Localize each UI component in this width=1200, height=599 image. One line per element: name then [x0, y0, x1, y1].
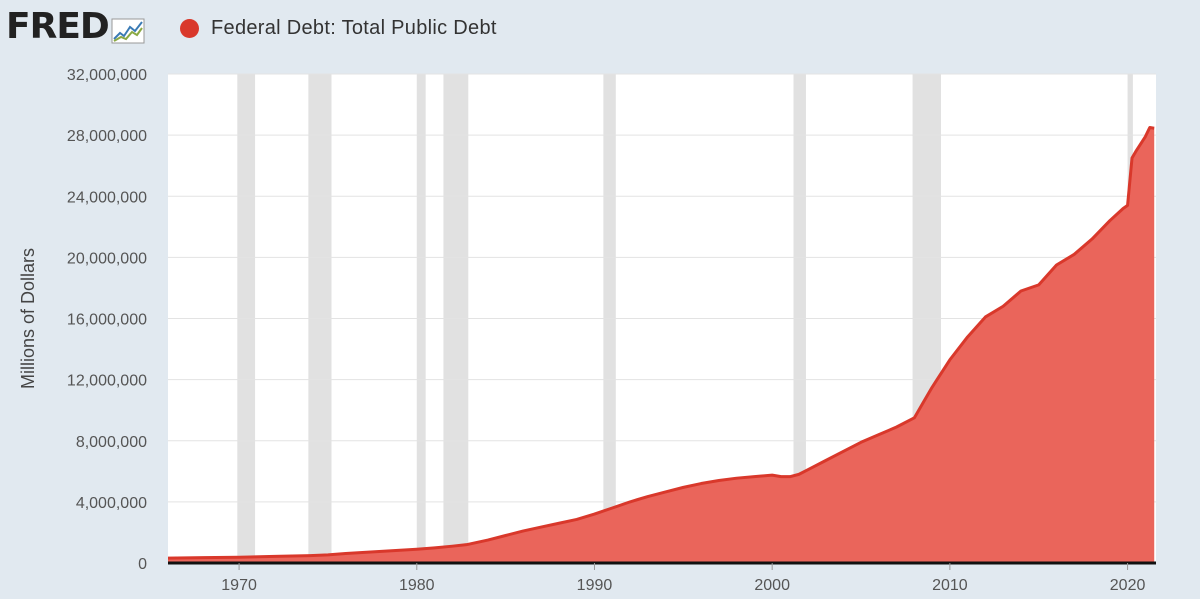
fred-logo[interactable]: FRED — [6, 8, 145, 46]
legend-marker — [180, 19, 199, 38]
y-tick-label: 4,000,000 — [76, 495, 147, 512]
y-tick-label: 20,000,000 — [67, 250, 147, 267]
y-axis-label: Millions of Dollars — [18, 248, 38, 389]
chart-legend[interactable]: Federal Debt: Total Public Debt — [180, 17, 497, 40]
legend-series-name: Federal Debt: Total Public Debt — [211, 17, 497, 39]
series-line — [167, 125, 1155, 560]
y-tick-label: 0 — [138, 556, 147, 573]
x-tick-label: 1970 — [221, 577, 257, 594]
x-tick-label: 1990 — [577, 577, 613, 594]
x-tick-label: 1980 — [399, 577, 435, 594]
chart-header: FRED Federal Debt: Total Public Debt — [0, 0, 1200, 60]
y-tick-label: 8,000,000 — [76, 434, 147, 451]
y-tick-label: 32,000,000 — [67, 67, 147, 84]
chart-line-icon — [111, 18, 145, 44]
fred-logo-text: FRED — [6, 6, 110, 47]
x-tick-label: 2000 — [754, 577, 790, 594]
y-tick-label: 24,000,000 — [67, 189, 147, 206]
x-tick-label: 2010 — [932, 577, 968, 594]
y-tick-label: 16,000,000 — [67, 312, 147, 329]
y-tick-label: 12,000,000 — [67, 373, 147, 390]
series-area — [168, 127, 1155, 563]
y-tick-label: 28,000,000 — [67, 128, 147, 145]
x-tick-label: 2020 — [1110, 577, 1146, 594]
